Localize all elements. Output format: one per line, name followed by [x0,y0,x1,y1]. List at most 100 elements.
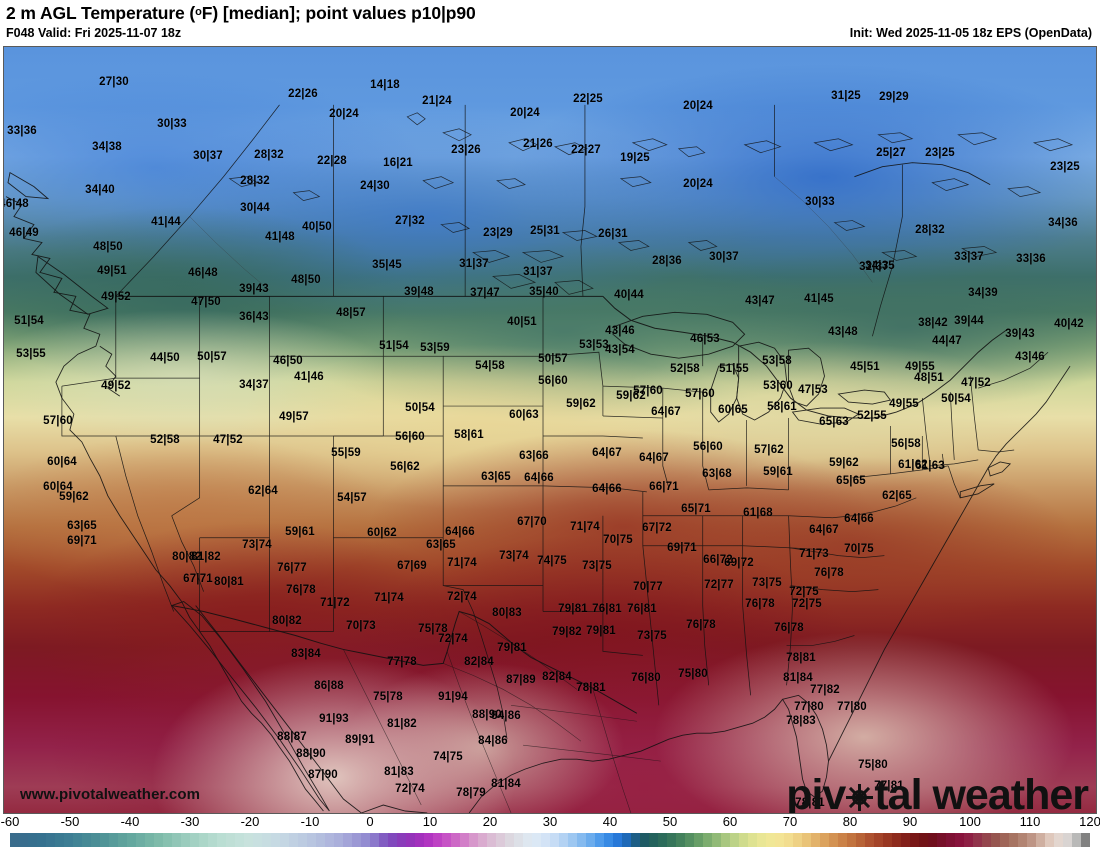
point-value-label: 59|62 [566,398,596,410]
point-value-label: 66|71 [649,481,679,493]
point-value-label: 22|25 [573,93,603,105]
point-value-label: 21|26 [523,138,553,150]
colorbar-cell [64,833,73,847]
colorbar-cell [874,833,883,847]
point-value-label: 43|46 [605,325,635,337]
point-value-label: 88|90 [472,709,502,721]
point-value-label: 49|55 [889,398,919,410]
point-value-label: 82|84 [464,656,494,668]
point-value-label: 54|58 [475,360,505,372]
point-value-label: 70|75 [844,543,874,555]
point-value-label: 64|66 [844,513,874,525]
point-value-label: 34|37 [239,379,269,391]
colorbar-tick: 40 [602,814,618,829]
point-value-label: 61|68 [743,507,773,519]
point-value-label: 57|60 [43,415,73,427]
point-value-label: 39|48 [404,286,434,298]
point-value-label: 77|80 [794,701,824,713]
point-value-label: 78|83 [786,715,816,727]
colorbar-cell [793,833,802,847]
colorbar-cell [919,833,928,847]
brand-watermark: piv tal weather [786,774,1089,814]
colorbar-gradient[interactable] [10,833,1090,847]
colorbar-tick: 110 [1019,814,1041,829]
colorbar-cell [361,833,370,847]
point-value-label: 87|89 [506,674,536,686]
colorbar-cell [406,833,415,847]
colorbar-cell [226,833,235,847]
colorbar-cell [217,833,226,847]
colorbar-cell [928,833,937,847]
point-value-label: 46|48 [188,267,218,279]
point-value-label: 67|70 [517,516,547,528]
point-value-label: 56|62 [390,461,420,473]
point-value-label: 22|26 [288,88,318,100]
point-value-label: 22|28 [317,155,347,167]
point-value-label: 32|37 [859,261,889,273]
colorbar-cell [271,833,280,847]
point-value-label: 40|42 [1054,318,1084,330]
point-value-label: 34|35 [865,260,895,272]
point-value-label: 77|81 [874,780,904,792]
point-value-label: 74|75 [433,751,463,763]
point-value-label: 84|86 [491,710,521,722]
point-value-label: 72|77 [704,579,734,591]
point-value-label: 63|65 [426,539,456,551]
point-value-label: 50|54 [405,402,435,414]
colorbar-cell [802,833,811,847]
colorbar-cell [1018,833,1027,847]
colorbar-cell [262,833,271,847]
colorbar-cell [244,833,253,847]
map-panel[interactable]: 27|30 14|18 22|26 21|24 20|24 22|25 20|24 31|25… [3,46,1097,814]
colorbar-cell [595,833,604,847]
point-value-label: 43|48 [828,326,858,338]
init-time-label: Init: Wed 2025-11-05 18z EPS (OpenData) [849,26,1092,40]
point-value-label: 73|74 [242,539,272,551]
point-value-label: 79|81 [586,625,616,637]
point-value-label: 79|81 [558,603,588,615]
colorbar-cell [460,833,469,847]
colorbar-cell [523,833,532,847]
colorbar-cell [370,833,379,847]
point-value-label: 29|29 [879,91,909,103]
colorbar-tick: 20 [482,814,498,829]
point-value-label: 54|57 [337,492,367,504]
point-value-label: 72|74 [395,783,425,795]
point-value-label: 46|49 [9,227,39,239]
colorbar-cell [82,833,91,847]
point-value-label: 71|72 [320,597,350,609]
colorbar-cell [991,833,1000,847]
colorbar-cell [433,833,442,847]
point-value-label: 19|25 [620,152,650,164]
page-title-rest: F) [median]; point values p10|p90 [201,3,476,23]
colorbar-tick: -30 [180,814,200,829]
point-value-label: 66|72 [703,554,733,566]
point-value-label: 80|82 [172,551,202,563]
point-value-label: 76|78 [814,567,844,579]
colorbar-cell [208,833,217,847]
colorbar-cell [424,833,433,847]
colorbar-cell [46,833,55,847]
point-value-label: 20|24 [510,107,540,119]
point-value-label: 76|78 [774,622,804,634]
colorbar-tick: -10 [300,814,320,829]
colorbar-cell [784,833,793,847]
point-value-label: 34|40 [85,184,115,196]
colorbar-cell [235,833,244,847]
colorbar-cell [937,833,946,847]
point-value-label: 25|27 [876,147,906,159]
point-value-label: 58|61 [767,401,797,413]
point-value-label: 76|78 [686,619,716,631]
map-vector-overlay [5,104,1074,813]
point-value-label: 62|65 [882,490,912,502]
point-value-label: 21|24 [422,95,452,107]
point-value-label: 20|24 [683,100,713,112]
colorbar-cell [748,833,757,847]
colorbar-cell [604,833,613,847]
point-value-label: 75|80 [678,668,708,680]
colorbar-cell [1009,833,1018,847]
point-value-label: 76|77 [277,562,307,574]
point-value-label: 64|67 [809,524,839,536]
point-value-label: 39|43 [239,283,269,295]
point-value-label: 33|36 [7,125,37,137]
